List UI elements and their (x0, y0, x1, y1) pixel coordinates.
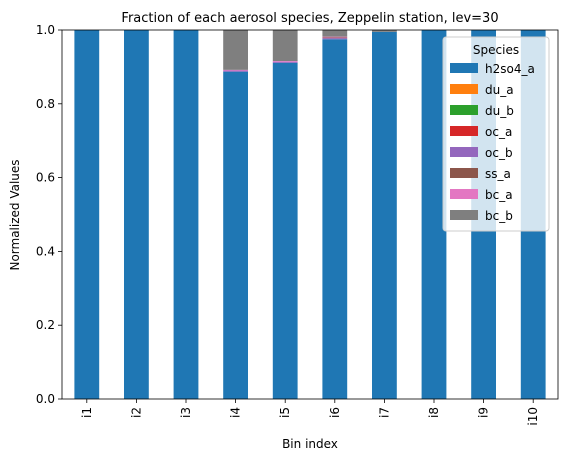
y-tick-label: 0.8 (36, 97, 55, 111)
y-tick-label: 1.0 (36, 23, 55, 37)
bar-bc_b-i4 (223, 30, 248, 70)
plot-frame (61, 29, 559, 400)
bar-bc_a-i5 (272, 60, 298, 62)
bar-bc_b-i7 (372, 30, 397, 32)
legend-label-bc_a: bc_a (485, 188, 513, 202)
legend-label-du_b: du_b (485, 104, 514, 118)
bar-bc_b-i6 (322, 30, 348, 37)
bars-layer (74, 30, 546, 400)
bar-h2so4_a-i3 (173, 30, 199, 399)
y-tick-label: 0.6 (36, 171, 55, 185)
bar-h2so4_a-i5 (272, 62, 298, 399)
y-tick-label: 0.4 (36, 244, 55, 258)
legend-swatch-ss_a (450, 168, 478, 178)
bar-h2so4_a-i7 (372, 31, 397, 399)
y-tick-label: 0.0 (36, 392, 55, 406)
legend-swatch-bc_b (450, 210, 478, 220)
bar-h2so4_a-i2 (124, 30, 149, 399)
legend-swatch-du_a (450, 84, 478, 94)
bar-bc_a-i4 (223, 69, 248, 71)
x-tick-label: i7 (377, 407, 391, 418)
x-tick-label: i3 (179, 407, 193, 418)
legend-label-bc_b: bc_b (485, 209, 513, 223)
legend-swatch-oc_b (450, 147, 478, 157)
bar-oc_b-i5 (272, 61, 298, 63)
bar-h2so4_a-i6 (322, 39, 348, 399)
legend-label-oc_a: oc_a (485, 125, 512, 139)
bar-bc_b-i5 (272, 30, 298, 61)
x-tick-label: i10 (526, 407, 540, 426)
legend-swatch-du_b (450, 105, 478, 115)
bar-bc_a-i6 (322, 36, 348, 38)
legend-label-du_a: du_a (485, 83, 514, 97)
legend-swatch-bc_a (450, 189, 478, 199)
x-tick-label: i1 (80, 407, 94, 418)
x-tick-label: i6 (328, 407, 342, 418)
legend-label-oc_b: oc_b (485, 146, 513, 160)
legend-swatch-oc_a (450, 126, 478, 136)
y-axis-label: Normalized Values (8, 159, 22, 270)
chart-title: Fraction of each aerosol species, Zeppel… (121, 11, 498, 26)
bar-h2so4_a-i8 (421, 30, 447, 399)
x-tick-label: i8 (427, 407, 441, 418)
bar-oc_b-i4 (223, 70, 248, 72)
x-tick-label: i2 (129, 407, 143, 418)
y-tick-label: 0.2 (36, 318, 55, 332)
x-axis-label: Bin index (282, 437, 338, 451)
bar-h2so4_a-i4 (223, 71, 248, 400)
legend-label-h2so4_a: h2so4_a (485, 62, 535, 76)
bar-h2so4_a-i1 (74, 30, 100, 399)
x-tick-label: i9 (477, 407, 491, 418)
bar-oc_b-i6 (322, 38, 348, 40)
legend-title: Species (473, 43, 519, 57)
x-tick-label: i5 (278, 407, 292, 418)
x-tick-label: i4 (229, 407, 243, 418)
legend: Species h2so4_a du_a du_b oc_a oc_b ss_a bc_abc… (442, 36, 550, 232)
legend-swatch-h2so4_a (450, 63, 478, 73)
axes-layer: 0.0 0.2 0.4 0.6 0.8 1.0 i1 i2 i3 i4 i5 i6 i7 i8 i9 i10 (36, 23, 559, 426)
bar-ss_a-i6 (322, 37, 348, 39)
legend-label-ss_a: ss_a (485, 167, 511, 181)
